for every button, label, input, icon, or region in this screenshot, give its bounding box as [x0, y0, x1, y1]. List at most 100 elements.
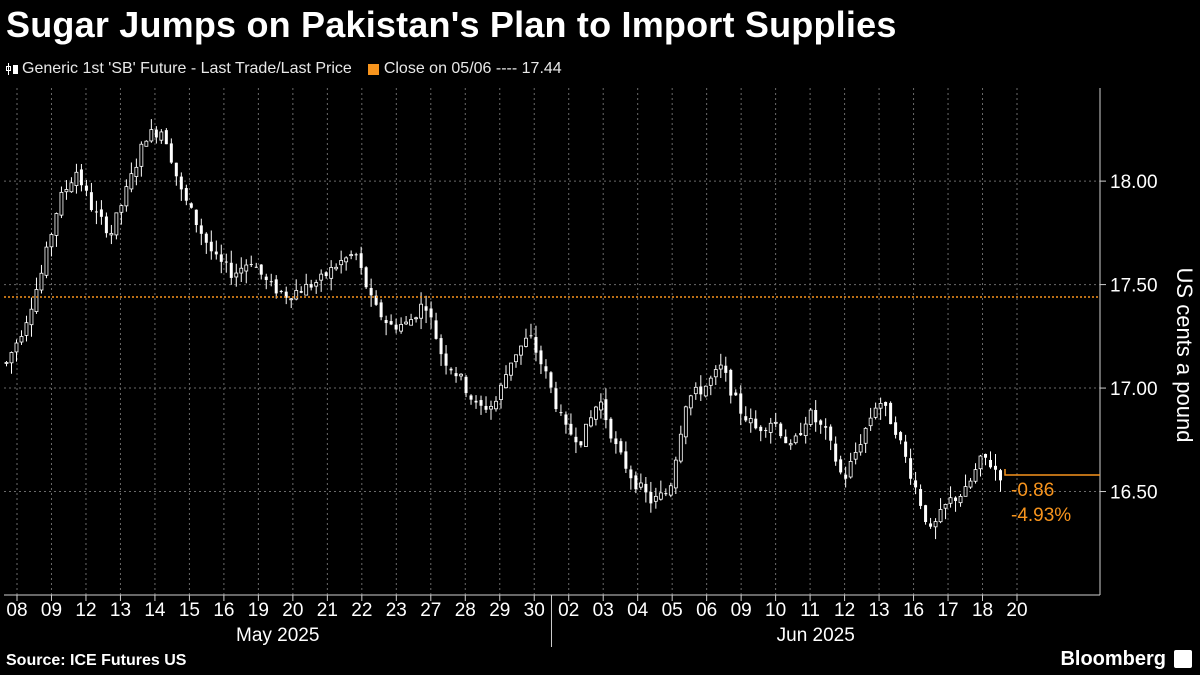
x-tick-label: 18 — [972, 600, 993, 621]
candle-body-down — [734, 392, 738, 396]
candle-body-down — [744, 416, 748, 421]
candle-body-up — [134, 166, 139, 177]
candle-body-up — [499, 384, 503, 400]
candle-body-up — [114, 212, 119, 236]
candle-body-down — [929, 523, 933, 527]
candle-body-up — [489, 405, 493, 410]
candle-body-up — [858, 444, 863, 453]
candle-body-up — [404, 321, 408, 325]
candle-body-down — [664, 493, 668, 495]
candle-body-down — [579, 441, 583, 446]
x-tick-label: 09 — [731, 600, 752, 621]
x-tick-label: 30 — [524, 600, 545, 621]
candle-body-down — [624, 451, 628, 469]
candle-body-down — [529, 335, 533, 337]
candle-body-up — [748, 418, 753, 424]
x-tick-label: 12 — [75, 600, 96, 621]
candle-body-down — [474, 400, 478, 403]
candle-body-down — [184, 188, 188, 201]
candle-body-down — [254, 266, 258, 268]
candle-body-down — [479, 400, 483, 406]
candlestick-icon — [6, 62, 18, 76]
candle-body-down — [164, 130, 168, 145]
candle-body-up — [119, 205, 124, 213]
candle-body-down — [84, 185, 88, 191]
candle-body-up — [9, 352, 14, 364]
candle-body-up — [768, 422, 773, 433]
candle-body-down — [614, 438, 618, 445]
candle-body-down — [99, 209, 103, 217]
candle-body-down — [284, 291, 288, 298]
candle-body-down — [779, 423, 783, 437]
x-tick-label: 12 — [834, 600, 855, 621]
x-tick-label: 06 — [696, 600, 717, 621]
candle-body-up — [64, 189, 69, 193]
candle-body-up — [878, 403, 883, 409]
candle-body-down — [439, 338, 443, 355]
candle-body-down — [259, 264, 263, 275]
candle-body-down — [984, 453, 988, 458]
candle-body-up — [678, 433, 683, 462]
candle-body-up — [349, 254, 354, 257]
candle-body-down — [619, 441, 623, 453]
x-tick-label: 09 — [41, 600, 62, 621]
candle-body-down — [299, 291, 303, 293]
candle-body-up — [713, 369, 718, 378]
candle-body-up — [109, 233, 114, 236]
candle-body-down — [94, 211, 98, 213]
candle-body-down — [644, 483, 648, 493]
candle-body-up — [658, 492, 663, 500]
candle-body-down — [359, 253, 363, 268]
candle-body-up — [44, 246, 49, 276]
candle-body-up — [24, 322, 29, 336]
candle-body-up — [29, 308, 34, 326]
candle-body-down — [574, 436, 578, 443]
last-value-marker — [1004, 468, 1100, 476]
bloomberg-logo: Bloomberg — [1060, 648, 1166, 670]
candle-body-up — [938, 509, 943, 523]
candle-body-down — [379, 302, 383, 318]
candle-body-down — [154, 129, 158, 138]
candle-body-up — [294, 290, 299, 300]
x-tick-label: 04 — [627, 600, 649, 621]
candle-body-down — [374, 295, 378, 305]
candle-body-down — [534, 336, 538, 353]
candle-body-down — [369, 287, 373, 296]
candle-body-down — [89, 192, 93, 211]
y-tick-label: 16.50 — [1110, 483, 1158, 504]
candle-body-down — [209, 241, 213, 252]
x-month-label: Jun 2025 — [777, 625, 855, 646]
candle-body-up — [524, 337, 528, 347]
candle-body-up — [234, 272, 239, 278]
candle-body-up — [688, 395, 693, 409]
x-tick-label: 13 — [110, 600, 131, 621]
legend-item-series: Generic 1st 'SB' Future - Last Trade/Las… — [6, 60, 352, 78]
x-tick-label: 23 — [386, 600, 407, 621]
candle-body-up — [668, 485, 673, 496]
candle-body-down — [79, 169, 83, 186]
candle-body-down — [364, 267, 368, 288]
candle-body-down — [629, 469, 633, 479]
candle-body-down — [829, 426, 833, 441]
candle-body-up — [4, 362, 9, 364]
candle-body-up — [599, 401, 603, 411]
x-tick-label: 27 — [420, 600, 441, 621]
candle-body-down — [914, 480, 918, 488]
x-tick-label: 11 — [800, 600, 820, 621]
candle-body-up — [149, 129, 154, 142]
candle-body-down — [444, 353, 448, 366]
candle-body-up — [708, 377, 713, 386]
candle-body-down — [609, 418, 613, 439]
candle-body-up — [693, 386, 698, 395]
candle-body-down — [179, 176, 183, 190]
x-tick-label: 20 — [282, 600, 303, 621]
y-tick-label: 17.00 — [1110, 379, 1158, 400]
candle-body-down — [839, 459, 843, 473]
candle-body-up — [39, 272, 44, 291]
candle-body-up — [594, 406, 598, 420]
legend-close-label: Close on 05/06 ---- 17.44 — [383, 60, 562, 77]
y-tick-label: 18.00 — [1110, 172, 1158, 193]
candle-body-up — [339, 260, 344, 266]
x-tick-label: 03 — [593, 600, 614, 621]
